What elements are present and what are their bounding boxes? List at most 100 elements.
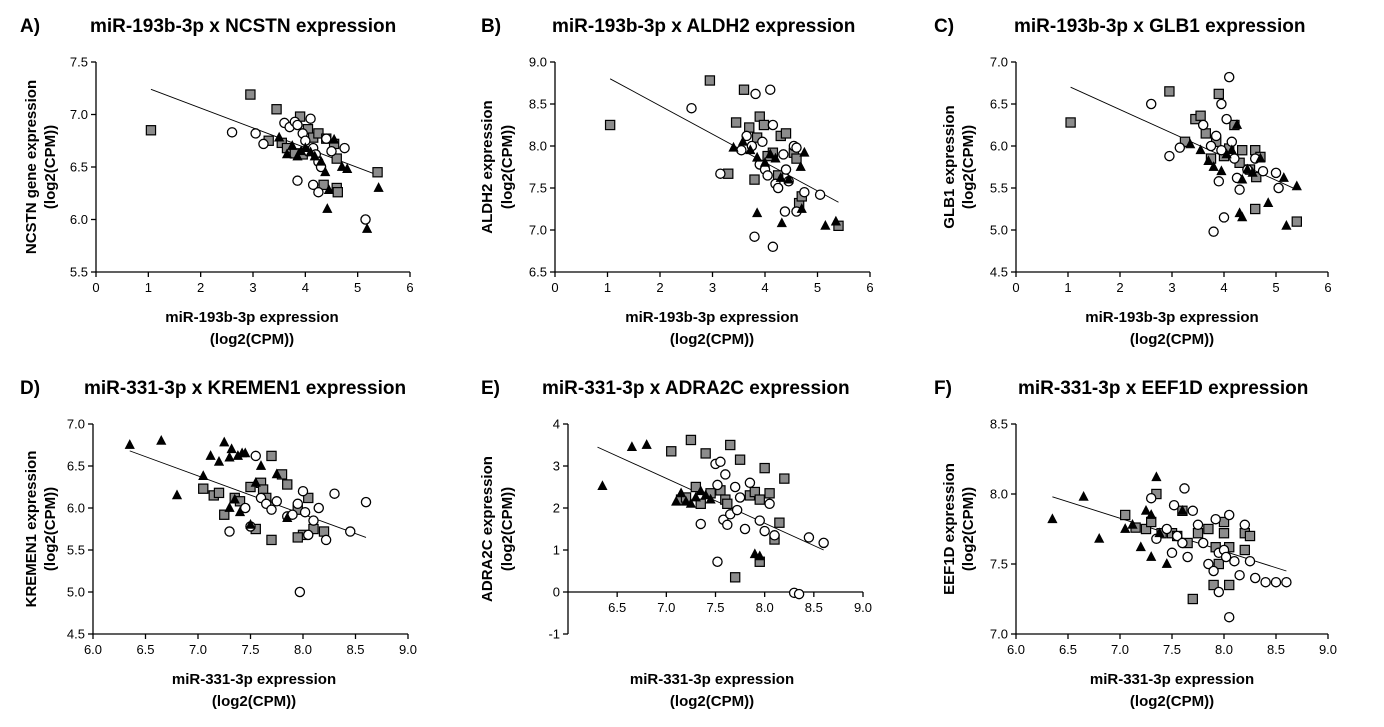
point-triangle — [1263, 197, 1274, 208]
point-triangle — [1234, 207, 1245, 218]
point-triangle — [229, 493, 240, 504]
point-square — [318, 179, 329, 191]
point-triangle — [795, 161, 806, 171]
point-triangle — [373, 182, 384, 192]
point-triangle — [737, 135, 749, 146]
point-triangle — [1135, 541, 1146, 552]
y-tick-label: 4.5 — [990, 265, 1008, 280]
point-square — [1164, 86, 1175, 97]
x-tick-label: 1 — [604, 280, 611, 295]
y-tick-label: 7.5 — [529, 181, 547, 196]
point-square — [266, 534, 277, 546]
point-circle — [772, 182, 784, 194]
point-square — [1213, 88, 1224, 100]
x-axis-label: miR-331-3p expression — [172, 671, 336, 688]
point-triangle — [1291, 180, 1302, 191]
point-triangle — [1237, 173, 1248, 184]
x-axis-label: miR-193b-3p expression — [625, 309, 798, 326]
point-triangle — [752, 151, 763, 162]
y-tick-label: 7.0 — [990, 55, 1008, 70]
x-tick-label: 4 — [1220, 280, 1227, 295]
point-circle — [1174, 142, 1186, 153]
point-square — [213, 487, 225, 499]
chart-title: miR-331-3p x KREMEN1 expression — [84, 378, 406, 399]
point-circle — [307, 179, 319, 191]
point-triangle — [1094, 532, 1105, 543]
point-square — [1203, 523, 1214, 535]
y-axis-label: (log2(CPM)) — [499, 487, 516, 571]
point-triangle — [156, 434, 167, 445]
point-circle — [739, 523, 751, 535]
point-square — [604, 119, 616, 131]
point-circle — [326, 145, 337, 157]
x-tick-label: 7.0 — [189, 642, 207, 657]
point-circle — [297, 485, 309, 497]
point-circle — [818, 537, 829, 549]
point-circle — [266, 504, 277, 515]
point-circle — [712, 556, 723, 568]
chart-panel: D) miR-331-3p x KREMEN1 expression 4.5 5.0 5… — [20, 378, 417, 710]
point-circle — [313, 502, 324, 514]
point-triangle — [322, 203, 333, 213]
point-circle — [767, 119, 779, 131]
point-square — [779, 473, 790, 484]
point-square — [266, 450, 277, 462]
point-square — [1218, 527, 1230, 539]
point-circle — [1208, 226, 1219, 237]
x-tick-label: 8.0 — [756, 600, 774, 615]
y-axis-label: ALDH2 expression — [479, 100, 496, 233]
point-circle — [1257, 165, 1269, 177]
y-tick-label: 6.0 — [990, 139, 1008, 154]
point-triangle — [775, 172, 786, 182]
point-triangle — [1231, 119, 1243, 129]
point-circle — [1223, 71, 1235, 83]
point-circle — [226, 127, 238, 138]
point-circle — [1213, 176, 1225, 187]
point-triangle — [1242, 163, 1253, 174]
x-tick-label: 3 — [709, 280, 716, 295]
point-circle — [791, 142, 802, 153]
point-circle — [1197, 119, 1209, 131]
point-square — [1187, 593, 1198, 605]
point-circle — [744, 477, 756, 489]
x-tick-label: 9.0 — [854, 600, 872, 615]
point-square — [313, 128, 324, 139]
panel-letter: A) — [20, 16, 40, 37]
x-tick-label: 6 — [1324, 280, 1331, 295]
point-triangle — [641, 439, 652, 449]
point-circle — [793, 588, 805, 600]
point-circle — [305, 113, 316, 124]
point-square — [219, 509, 230, 520]
x-axis-label: (log2(CPM)) — [1130, 331, 1214, 348]
point-circle — [780, 164, 792, 175]
point-circle — [731, 504, 743, 516]
x-tick-label: 1 — [145, 280, 152, 295]
point-triangle — [1154, 527, 1165, 538]
x-tick-label: 3 — [249, 280, 256, 295]
chart-title: miR-331-3p x EEF1D expression — [1018, 378, 1308, 399]
point-triangle — [1120, 523, 1131, 533]
x-tick-label: 5 — [814, 280, 821, 295]
panel-letter: E) — [481, 378, 500, 399]
x-tick-label: 4 — [761, 280, 768, 295]
point-triangle — [124, 439, 135, 449]
point-square — [734, 454, 746, 465]
x-tick-label: 4 — [302, 280, 309, 295]
point-square — [759, 462, 770, 474]
x-tick-label: 2 — [1116, 280, 1123, 295]
point-circle — [313, 186, 324, 198]
point-triangle — [320, 166, 331, 177]
x-tick-label: 8.5 — [805, 600, 823, 615]
x-tick-label: 8.0 — [1215, 642, 1233, 657]
x-axis-label: (log2(CPM)) — [670, 693, 754, 710]
chart-panel: B) miR-193b-3p x ALDH2 expression 6.5 7.0 7.… — [479, 16, 874, 348]
y-tick-label: 5.0 — [990, 223, 1008, 238]
point-circle — [292, 498, 303, 510]
point-circle — [1210, 513, 1221, 525]
trend-line — [609, 78, 839, 203]
point-triangle — [1255, 152, 1266, 163]
point-square — [318, 526, 330, 537]
chart-title: miR-193b-3p x ALDH2 expression — [552, 16, 855, 37]
point-square — [1251, 171, 1262, 183]
point-triangle — [323, 184, 334, 194]
